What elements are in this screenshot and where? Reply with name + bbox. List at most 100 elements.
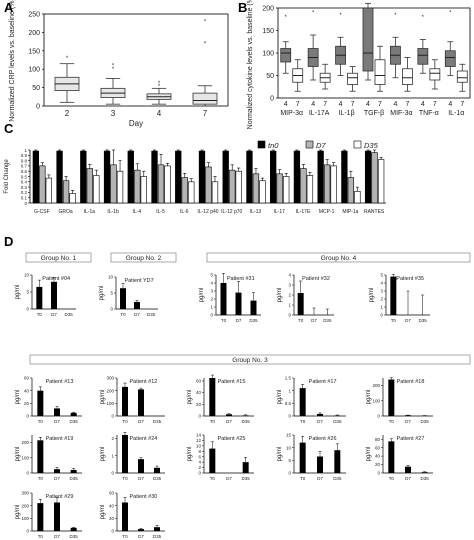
panel-d-xtick-label: D7 xyxy=(54,419,60,424)
panel-d-ytick-label: 5 xyxy=(110,291,113,296)
panel-c-bar-D7 xyxy=(39,165,46,204)
panel-d-ytick-label: 0 xyxy=(111,471,114,476)
panel-d-ytick-label: 1.5 xyxy=(285,376,292,381)
panel-d-patient-title: Patient #13 xyxy=(46,379,74,385)
panel-d-patient-title: Patient #24 xyxy=(129,436,157,442)
panel-d-group-header xyxy=(206,252,471,263)
panel-d-ytick-label: 2 xyxy=(111,436,114,441)
panel-b-group-label: IL-17A xyxy=(309,110,330,117)
panel-a-ytick-label: 50 xyxy=(32,85,40,92)
panel-d-xtick-label: T0 xyxy=(391,318,397,323)
panel-a-frame xyxy=(43,13,229,107)
panel-c-bar-D7 xyxy=(252,173,260,204)
panel-d-group-title: Group No. 3 xyxy=(232,357,268,364)
panel-d-ytick-label: 0 xyxy=(288,313,291,318)
panel-d-xtick-label: T0 xyxy=(38,476,44,481)
panel-c-ytick-label: 0 xyxy=(24,201,27,206)
panel-d-ytick-label: 40 xyxy=(196,390,202,395)
panel-d-ylabel: pg/ml xyxy=(277,447,283,462)
panel-d-group-title: Group No. 1 xyxy=(41,255,77,262)
panel-c-xtick-label: G-CSF xyxy=(34,209,50,215)
panel-d-xtick-label: T0 xyxy=(38,419,44,424)
panel-d-patient-title: Patient #29 xyxy=(46,494,74,500)
panel-d-ytick-label: 20 xyxy=(24,401,30,406)
panel-a-ylabel: Normalized CRP levels vs. baseline (%) xyxy=(9,0,16,122)
panel-d-patient-title: Patient #04 xyxy=(42,276,70,282)
panel-b-day7-box-box xyxy=(347,72,358,85)
panel-d-ytick-label: 2 xyxy=(380,297,383,302)
panel-d-xtick-label: D7 xyxy=(236,318,242,323)
panel-d-ytick-label: 3 xyxy=(380,289,383,294)
panel-d-bar-T0 xyxy=(299,442,306,473)
panel-d-xtick-label: D35 xyxy=(153,419,162,424)
panel-d-ytick-label: 100 xyxy=(21,455,29,460)
panel-c-xtick-label: IL-4 xyxy=(132,209,141,215)
panel-d-ytick-label: 200 xyxy=(21,503,29,508)
panel-d-ytick-label: 4 xyxy=(380,281,383,286)
panel-c-bar-tn0 xyxy=(270,150,277,204)
panel-c-xtick-label: IL-5 xyxy=(156,209,165,215)
panel-d-ytick-label: 4 xyxy=(288,273,291,278)
panel-d-ylabel: pg/ml xyxy=(366,447,372,462)
panel-d-ytick-label: 200 xyxy=(21,440,29,445)
panel-d-ytick-label: 12 xyxy=(196,438,202,443)
panel-d-bar-D7 xyxy=(138,529,144,531)
panel-c-bar-tn0 xyxy=(246,150,253,204)
panel-c-xtick-label: IL-12 p40 xyxy=(197,209,218,215)
panel-c-xtick-label: GROa xyxy=(59,209,73,215)
panel-a-ytick-label: 250 xyxy=(28,12,40,19)
panel-d-ytick-label: 4 xyxy=(210,281,213,286)
panel-d-ytick-label: 0 xyxy=(26,471,29,476)
panel-d-xtick-label: D7 xyxy=(54,476,60,481)
panel-b-ytick-label: 0 xyxy=(270,96,274,103)
panel-d-ytick-label: 0.5 xyxy=(285,401,292,406)
panel-d-ytick-label: 8 xyxy=(198,449,201,454)
panel-c-bar-D35 xyxy=(235,170,242,204)
panel-d-ytick-label: 20 xyxy=(109,516,115,521)
panel-b-day4-box-outlier: * xyxy=(285,15,288,21)
panel-c-ytick-label: 0.3 xyxy=(21,185,28,190)
panel-d-bar-D7 xyxy=(405,466,411,473)
panel-c-legend-swatch xyxy=(257,140,266,149)
panel-c-bar-D35 xyxy=(69,193,76,204)
panel-d-xtick-label: T0 xyxy=(122,534,128,539)
panel-d-xtick-label: D35 xyxy=(65,312,74,317)
panel-c-bar-D35 xyxy=(93,175,100,204)
panel-d-ytick-label: 40 xyxy=(24,388,30,393)
panel-d-ytick-label: 6 xyxy=(198,454,201,459)
panel-c-bar-tn0 xyxy=(56,150,63,204)
panel-c-bar-D7 xyxy=(110,164,117,204)
panel-d-xtick-label: D7 xyxy=(317,476,323,481)
panel-d-ytick-label: 40 xyxy=(109,503,115,508)
panel-d-bar-T0 xyxy=(209,448,216,473)
panel-d-xtick-label: D35 xyxy=(421,476,430,481)
panel-d-ytick-label: 100 xyxy=(372,398,380,403)
panel-c-bar-D35 xyxy=(330,165,337,204)
panel-d-ytick-label: 0 xyxy=(26,307,29,312)
panel-a-xtick-label: 3 xyxy=(111,109,116,118)
panel-c-legend-label: tn0 xyxy=(268,141,279,150)
panel-d-bar-D7 xyxy=(317,413,323,416)
panel-c-bar-D7 xyxy=(229,169,236,204)
panel-b-day4-box-box xyxy=(444,50,456,67)
panel-b-day-label: 4 xyxy=(448,101,452,108)
panel-d-xtick-label: T0 xyxy=(210,419,216,424)
panel-c-bar-D7 xyxy=(157,164,165,204)
panel-c-xtick-label: IL-17 xyxy=(273,209,285,215)
panel-c-bar-tn0 xyxy=(341,150,348,204)
panel-c-xtick-label: IL-12 p70 xyxy=(221,209,242,215)
panel-d-patient-title: Patient #18 xyxy=(397,379,425,385)
panel-d-xtick-label: D7 xyxy=(226,419,232,424)
panel-d-bar-D35 xyxy=(70,469,77,473)
panel-c-ytick-label: 0.5 xyxy=(21,174,28,179)
panel-d-bar-D35 xyxy=(70,527,77,531)
panel-d-ylabel: pg/ml xyxy=(277,288,283,303)
panel-d-ytick-label: 0 xyxy=(198,471,201,476)
panel-c-ytick-label: 0.7 xyxy=(21,164,28,169)
panel-c-bar-D7 xyxy=(323,164,331,204)
panel-d-ytick-label: 3 xyxy=(288,283,291,288)
panel-d-group-title: Group No. 4 xyxy=(321,255,357,262)
panel-d-xtick-label: D35 xyxy=(153,534,162,539)
panel-c-bar-D35 xyxy=(140,176,147,204)
panel-d-patient-title: Patient #35 xyxy=(396,276,424,282)
